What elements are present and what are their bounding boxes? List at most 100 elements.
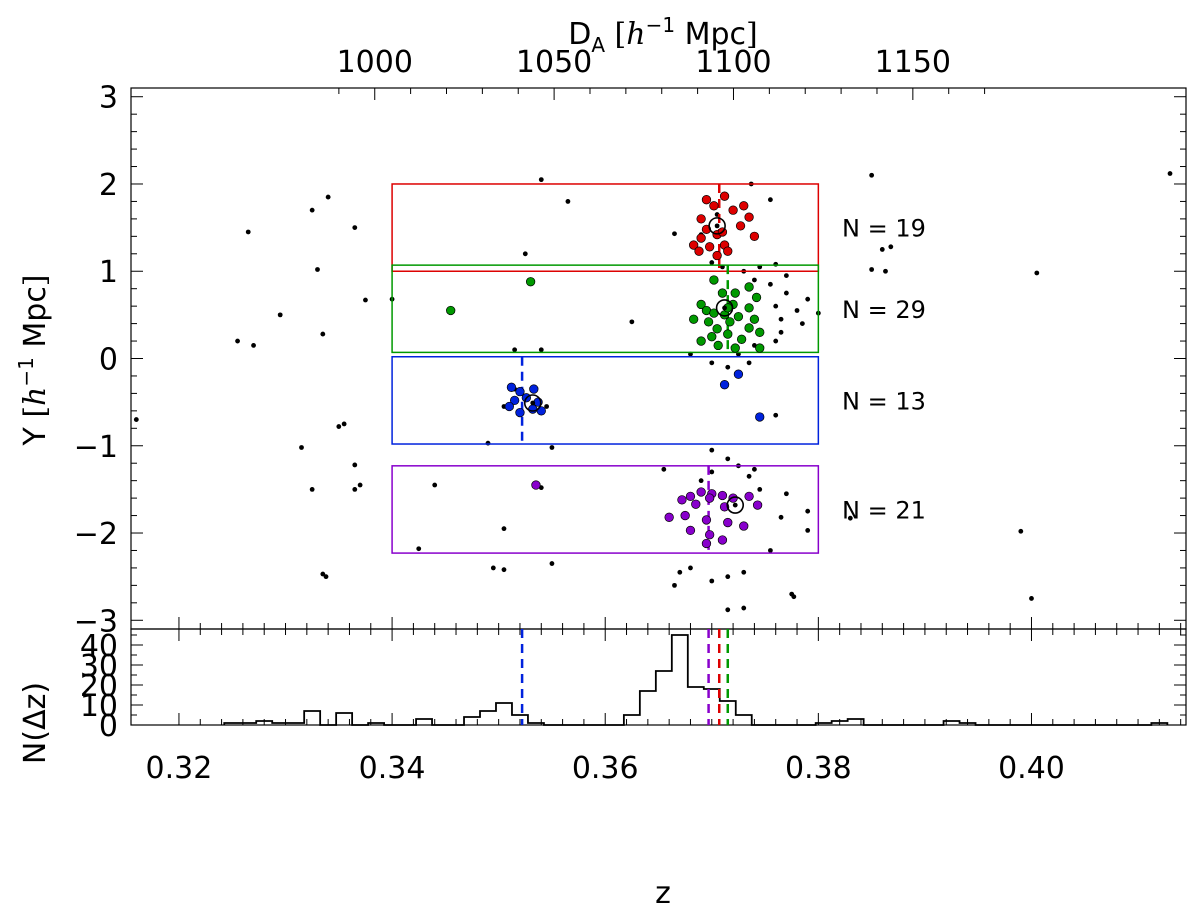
member-galaxy-point [755,343,765,353]
background-galaxy-point [741,569,747,575]
member-galaxy-point [728,205,738,215]
background-galaxy-point [757,486,763,492]
group-count-label: N = 19 [842,215,926,243]
member-galaxy-point [712,324,722,334]
background-galaxy-point [501,567,507,573]
background-galaxy-point [883,268,888,274]
member-galaxy-point [744,212,754,222]
background-galaxy-point [725,456,731,462]
top-y-axis-title: Y [h−1 Mpc] [14,274,53,446]
top-axis-tick-label: 1150 [875,45,951,80]
background-galaxy-point [752,277,757,283]
background-galaxy-point [778,514,784,520]
background-galaxy-point [709,469,715,475]
member-galaxy-point [689,314,699,324]
member-galaxy-point [744,282,754,292]
group-center-point [714,223,720,229]
y-tick-label: 0 [99,343,118,378]
top-axis-tick-label: 1000 [337,45,413,80]
group-center-point [732,502,738,508]
member-galaxy-point [696,299,706,310]
background-galaxy-point [773,338,779,344]
member-galaxy-point [723,517,733,528]
member-galaxy-point [744,491,754,502]
background-galaxy-point [767,281,773,287]
member-galaxy-point [744,323,754,333]
background-galaxy-point [341,421,347,427]
background-galaxy-point [416,546,422,552]
top-axis-tick-label: 1100 [695,45,771,80]
member-galaxy-point [515,407,525,418]
member-galaxy-point [694,246,704,256]
background-galaxy-point [725,607,731,613]
member-galaxy-point [525,277,536,287]
member-galaxy-point [691,499,701,509]
bottom-y-axis-title: N(Δz) [18,682,53,764]
top-axis-tick-label: 1050 [516,45,592,80]
background-galaxy-point [544,404,550,409]
background-galaxy-point [309,207,315,213]
bottom-plot-frame [130,628,1187,726]
member-galaxy-point [528,404,538,414]
background-galaxy-point [709,578,715,584]
member-galaxy-point [696,336,706,346]
y-tick-label: −2 [74,517,118,552]
y-tick-label: 2 [99,168,118,203]
member-galaxy-point [696,233,706,243]
background-galaxy-point [352,462,358,468]
background-galaxy-point [352,225,358,231]
background-galaxy-point [869,267,875,272]
member-galaxy-point [730,343,740,353]
background-galaxy-point [629,319,635,325]
member-galaxy-point [749,231,760,241]
member-galaxy-point [696,487,706,497]
member-galaxy-point [713,340,723,351]
background-galaxy-point [773,261,779,267]
background-galaxy-point [549,561,555,566]
hist-y-tick-label: 0 [99,709,118,744]
member-galaxy-point [755,412,765,422]
background-galaxy-point [522,251,528,257]
member-galaxy-point [717,490,728,501]
background-galaxy-point [133,417,139,422]
member-galaxy-point [709,201,719,211]
background-galaxy-point [1034,270,1040,276]
group-box [391,183,820,272]
member-galaxy-point [529,384,539,394]
x-tick-label: 0.38 [785,751,852,786]
member-galaxy-point [506,382,517,392]
member-galaxy-point [736,334,747,344]
background-galaxy-point [299,445,304,450]
background-galaxy-point [888,244,894,250]
member-galaxy-point [707,332,717,342]
background-galaxy-point [352,486,358,492]
background-galaxy-point [1018,528,1024,534]
background-galaxy-point [794,308,800,313]
group-box [391,465,820,554]
member-galaxy-point [717,535,728,545]
member-galaxy-point [685,491,696,502]
background-galaxy-point [512,347,518,353]
member-galaxy-point [709,275,719,285]
background-galaxy-point [752,466,757,472]
background-galaxy-point [363,297,368,303]
background-galaxy-point [485,440,491,446]
background-galaxy-point [805,527,811,533]
member-galaxy-point [705,530,715,540]
member-galaxy-point [689,240,699,250]
background-galaxy-point [677,569,683,575]
y-tick-label: 3 [99,81,118,116]
background-galaxy-point [773,303,779,309]
background-galaxy-point [1167,171,1173,176]
background-galaxy-point [251,343,256,348]
background-galaxy-point [791,594,797,600]
member-galaxy-point [712,250,722,261]
background-galaxy-point [490,565,496,571]
y-tick-label: −3 [74,604,118,639]
hist-y-tick-label: 30 [80,649,118,684]
x-axis-title: z [655,876,671,909]
background-galaxy-point [320,331,326,337]
background-galaxy-point [323,574,329,580]
group-count-label: N = 13 [842,387,926,415]
